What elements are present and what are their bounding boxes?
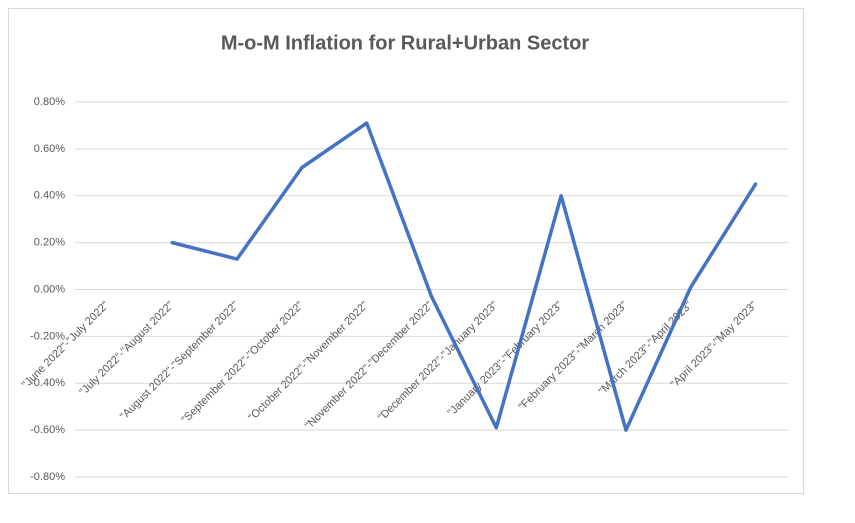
y-tick-label: 0.80% — [34, 96, 65, 108]
chart-title: M-o-M Inflation for Rural+Urban Sector — [221, 32, 590, 54]
y-tick-label: -0.60% — [30, 424, 65, 436]
chart-frame — [8, 8, 804, 494]
y-tick-label: 0.40% — [34, 190, 65, 202]
y-tick-label: 0.60% — [34, 143, 65, 155]
y-tick-label: 0.00% — [34, 283, 65, 295]
y-tick-label: -0.80% — [30, 471, 65, 483]
y-tick-label: -0.40% — [30, 377, 65, 389]
y-tick-label: 0.20% — [34, 237, 65, 249]
data-line — [170, 121, 758, 432]
y-tick-label: -0.20% — [30, 330, 65, 342]
